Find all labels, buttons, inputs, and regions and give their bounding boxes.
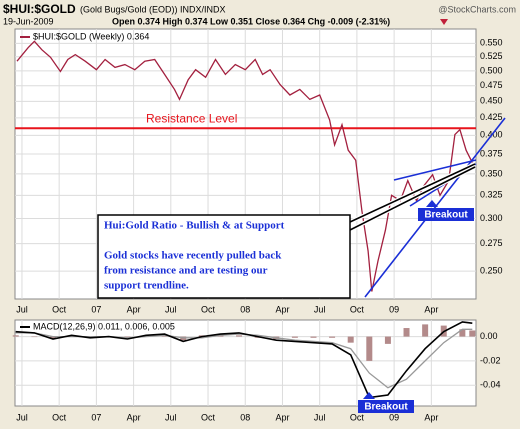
breakout-arrow xyxy=(363,392,375,399)
histogram-bar xyxy=(469,330,476,337)
callout-title: Hui:Gold Ratio - Bullish & at Support xyxy=(104,220,285,232)
histogram-bar xyxy=(459,329,466,337)
x-tick-label: Jul xyxy=(165,412,177,422)
breakout-arrow xyxy=(426,200,438,207)
x-tick-label: Oct xyxy=(201,304,216,314)
resistance-label: Resistance Level xyxy=(146,111,237,125)
date: 19-Jun-2009 xyxy=(3,16,54,26)
x-tick-label: 09 xyxy=(389,412,399,422)
legend-label: MACD(12,26,9) 0.011, 0.006, 0.005 xyxy=(33,321,175,331)
x-tick-label: Apr xyxy=(424,412,438,422)
legend-label: $HUI:$GOLD (Weekly) 0.364 xyxy=(33,31,149,41)
y-tick-label: 0.325 xyxy=(480,190,503,200)
histogram-bar xyxy=(291,336,298,338)
x-tick-label: 08 xyxy=(240,304,250,314)
histogram-bar xyxy=(384,336,391,344)
y-tick-label: 0.450 xyxy=(480,96,503,106)
down-arrow xyxy=(440,19,448,25)
histogram-bar xyxy=(310,336,317,338)
x-tick-label: 08 xyxy=(240,412,250,422)
x-tick-label: 09 xyxy=(389,304,399,314)
y-tick-label: -0.04 xyxy=(480,380,501,390)
pointer xyxy=(349,166,476,231)
callout-line: from resistance and are testing our xyxy=(104,265,268,277)
quote: Open 0.374 High 0.374 Low 0.351 Close 0.… xyxy=(112,16,390,26)
series-line xyxy=(16,40,473,292)
x-tick-label: 07 xyxy=(91,304,101,314)
y-tick-label: 0.500 xyxy=(480,65,503,75)
histogram-bar xyxy=(31,336,38,338)
chart-subtitle: (Gold Bugs/Gold (EOD)) INDX/INDX xyxy=(80,4,226,14)
x-tick-label: Oct xyxy=(52,304,67,314)
y-tick-label: 0.250 xyxy=(480,265,503,275)
x-tick-label: Apr xyxy=(275,304,289,314)
y-tick-label: -0.02 xyxy=(480,355,501,365)
y-tick-label: 0.00 xyxy=(480,331,498,341)
mark-layer: 0.2500.2750.3000.3250.3500.3750.4000.425… xyxy=(12,31,503,422)
histogram-bar xyxy=(217,335,224,337)
x-tick-label: Apr xyxy=(127,304,141,314)
series-line xyxy=(15,321,473,399)
y-tick-label: 0.550 xyxy=(480,38,503,48)
callout-box xyxy=(97,214,351,299)
y-tick-label: 0.300 xyxy=(480,213,503,223)
callout-line: Gold stocks have recently pulled back xyxy=(104,250,282,262)
x-tick-label: Jul xyxy=(314,412,326,422)
histogram-bar xyxy=(347,336,354,343)
y-tick-label: 0.350 xyxy=(480,168,503,178)
x-tick-label: Jul xyxy=(16,304,28,314)
x-tick-label: Oct xyxy=(201,412,216,422)
histogram-bar xyxy=(422,324,429,337)
histogram-bar xyxy=(12,335,19,337)
x-tick-label: 07 xyxy=(91,412,101,422)
wedge-upper xyxy=(393,159,477,181)
y-tick-label: 0.475 xyxy=(480,80,503,90)
histogram-bar xyxy=(49,336,56,340)
histogram-bar xyxy=(236,335,243,337)
x-tick-label: Apr xyxy=(275,412,289,422)
y-tick-label: 0.425 xyxy=(480,112,503,122)
x-tick-label: Oct xyxy=(52,412,67,422)
x-tick-label: Oct xyxy=(350,304,365,314)
support-trendline xyxy=(364,117,506,298)
y-tick-label: 0.275 xyxy=(480,238,503,248)
x-tick-label: Jul xyxy=(314,304,326,314)
x-tick-label: Jul xyxy=(165,304,177,314)
source: @StockCharts.com xyxy=(438,4,516,14)
y-tick-label: 0.525 xyxy=(480,51,503,61)
breakout-label: Breakout xyxy=(364,402,408,413)
chart-title: $HUI:$GOLD xyxy=(3,2,76,16)
callout-line: support trendline. xyxy=(104,280,189,292)
breakout-box xyxy=(358,400,414,413)
histogram-bar xyxy=(403,328,410,337)
x-tick-label: Apr xyxy=(424,304,438,314)
x-tick-label: Jul xyxy=(16,412,28,422)
histogram-bar xyxy=(329,336,336,338)
breakout-label: Breakout xyxy=(424,210,468,221)
x-tick-label: Apr xyxy=(127,412,141,422)
breakout-box xyxy=(418,208,474,221)
pointer xyxy=(349,163,476,223)
x-tick-label: Oct xyxy=(350,412,365,422)
y-tick-label: 0.375 xyxy=(480,148,503,158)
grid-layer xyxy=(15,29,476,406)
histogram-bar xyxy=(366,336,373,361)
